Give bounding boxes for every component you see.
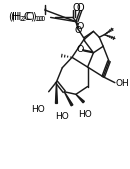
Polygon shape xyxy=(64,92,73,106)
Polygon shape xyxy=(76,94,84,103)
Polygon shape xyxy=(56,82,57,103)
Text: HO: HO xyxy=(78,110,92,119)
Text: O: O xyxy=(74,26,82,35)
Text: O: O xyxy=(77,3,85,13)
Text: O: O xyxy=(76,22,83,31)
Text: O: O xyxy=(72,3,80,13)
Text: O: O xyxy=(76,45,83,54)
Text: HO: HO xyxy=(55,112,69,121)
Text: OH: OH xyxy=(116,79,129,88)
Text: (H$_2$C)$_{10}$: (H$_2$C)$_{10}$ xyxy=(8,11,45,24)
Text: (H$_2$C)$_{10}$: (H$_2$C)$_{10}$ xyxy=(10,11,47,24)
Text: HO: HO xyxy=(31,105,45,114)
